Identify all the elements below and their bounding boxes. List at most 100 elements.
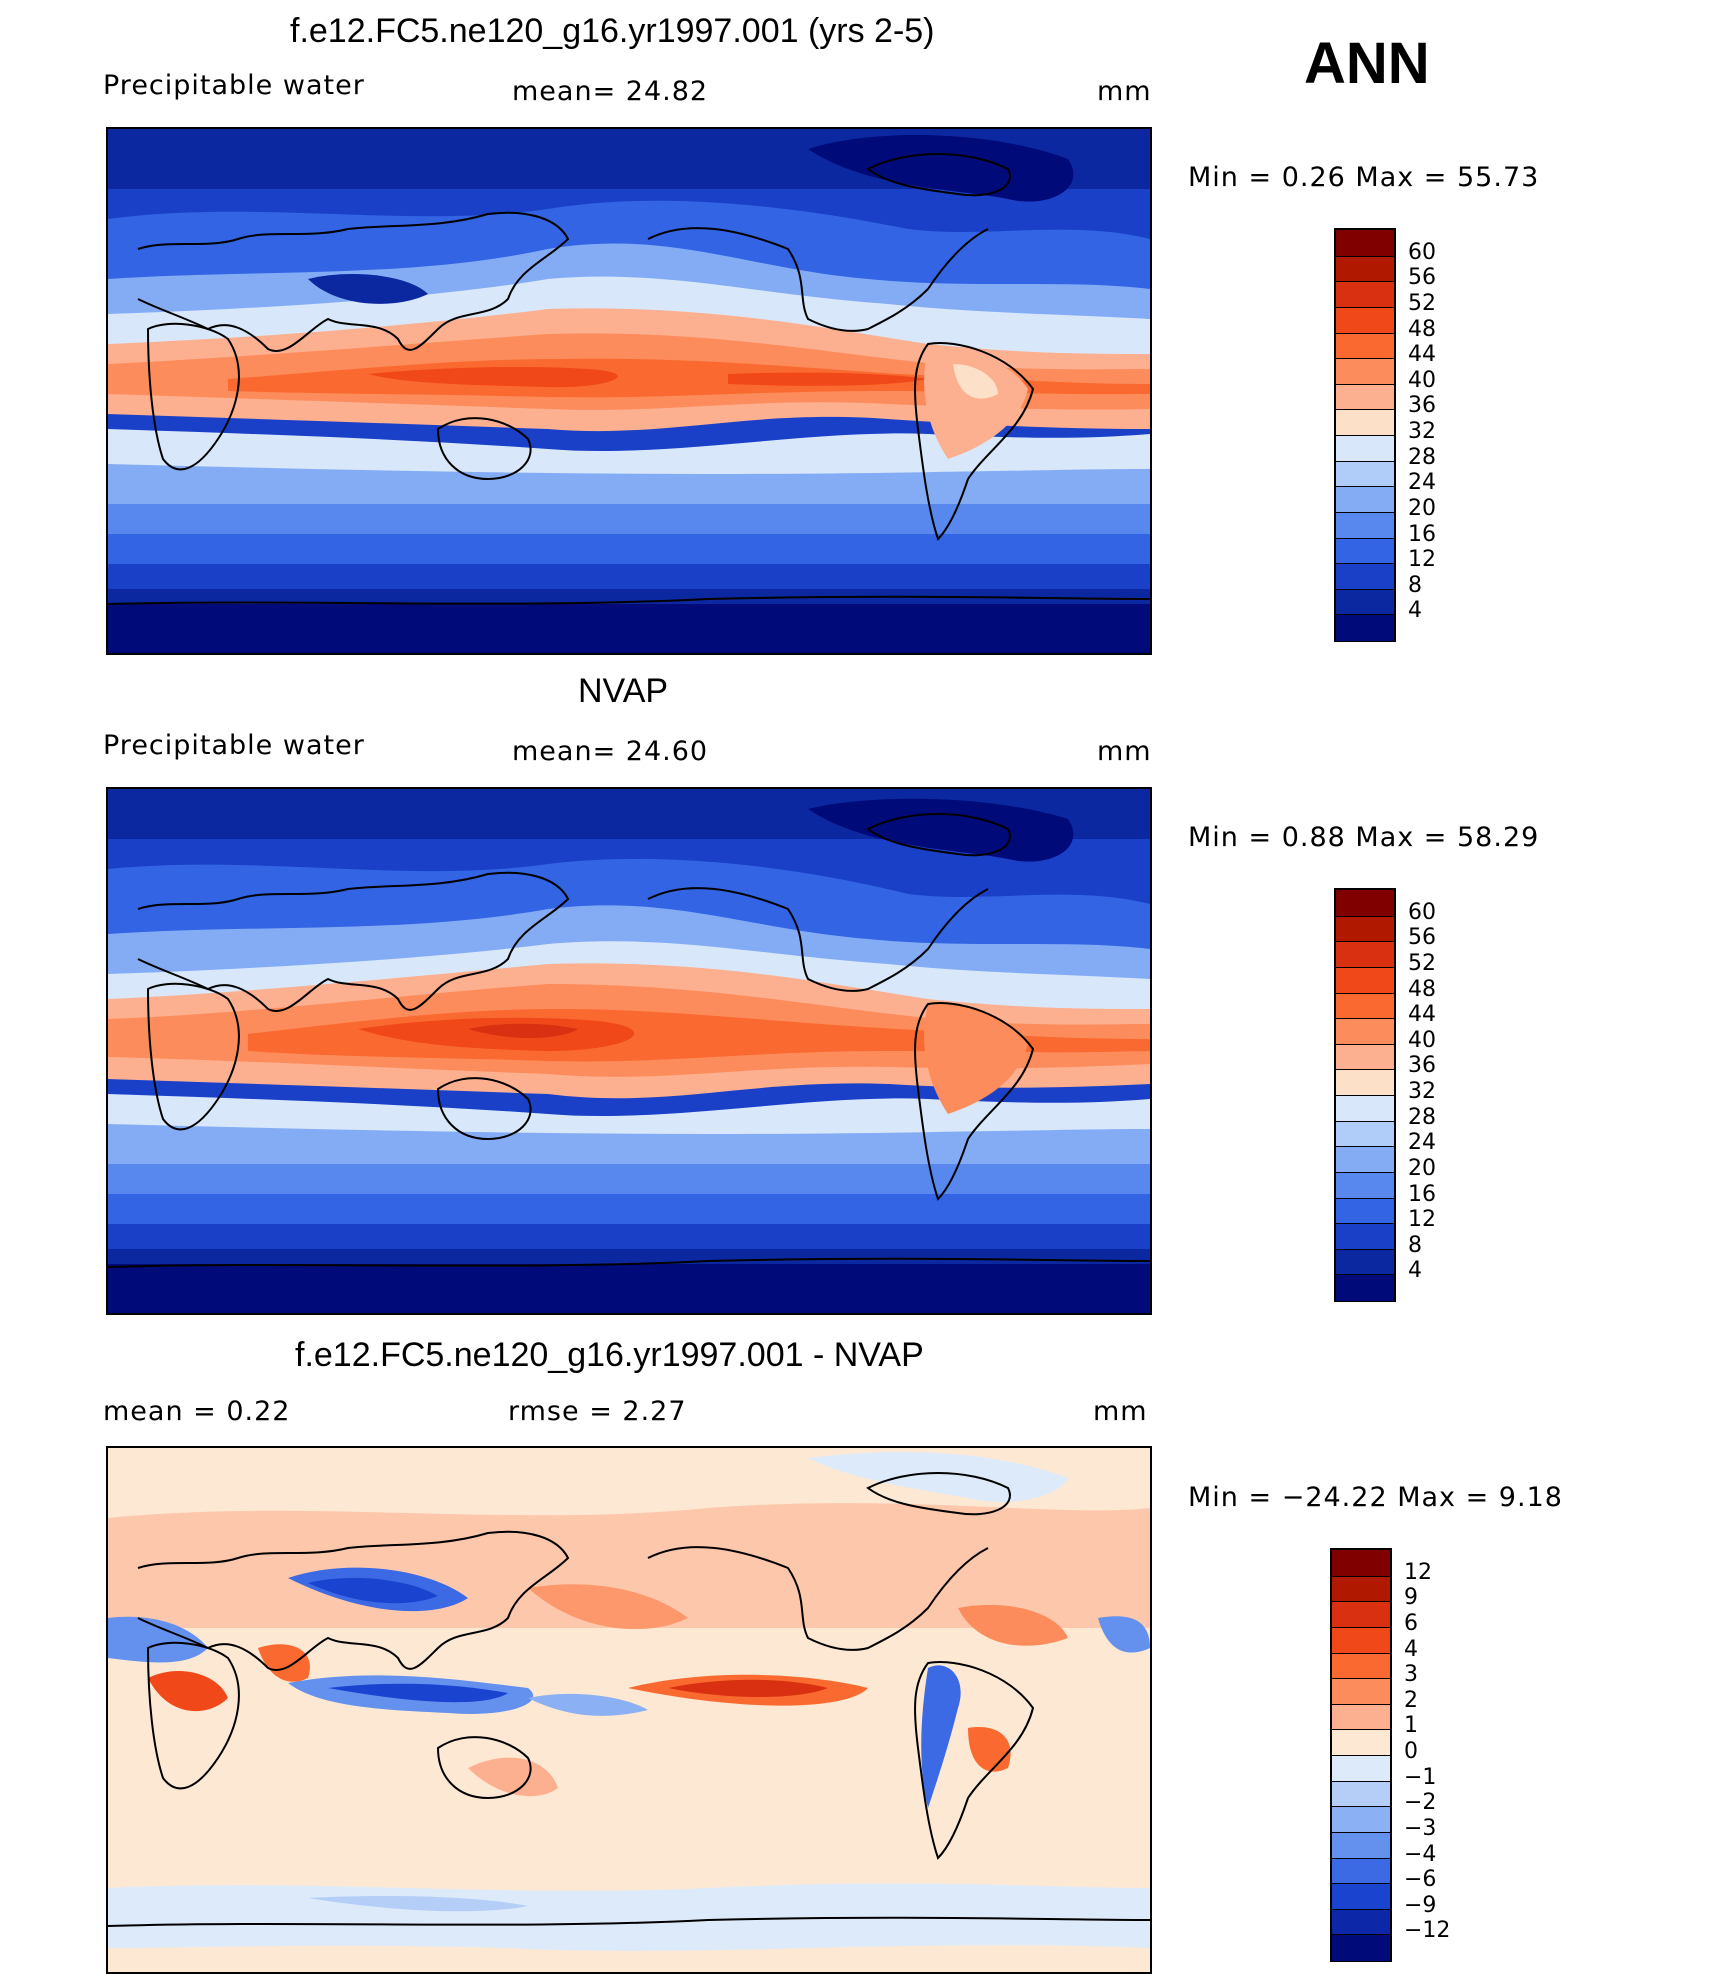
panel-diff-map — [106, 1446, 1152, 1974]
colorbar-swatch — [1332, 1626, 1390, 1654]
colorbar-swatch — [1332, 1575, 1390, 1603]
colorbar-swatch — [1336, 435, 1394, 462]
panel-obs-minmax: Min = 0.88 Max = 58.29 — [1188, 822, 1540, 853]
panel-obs-units: mm — [1097, 736, 1152, 767]
colorbar-swatch — [1336, 588, 1394, 616]
colorbar-swatch — [1332, 1806, 1390, 1833]
colorbar-swatch — [1336, 992, 1394, 1020]
colorbar-swatch — [1336, 563, 1394, 590]
panel-obs-colorbar — [1334, 888, 1396, 1302]
colorbar-tick-label: 16 — [1408, 1181, 1436, 1207]
colorbar-swatch — [1336, 1146, 1394, 1173]
colorbar-tick-label: 12 — [1408, 1207, 1436, 1233]
panel-diff-units: mm — [1093, 1396, 1148, 1427]
colorbar-swatch — [1332, 1780, 1390, 1808]
panel-obs-title: NVAP — [578, 672, 669, 710]
panel-obs-map — [106, 787, 1152, 1315]
colorbar-swatch — [1336, 460, 1394, 488]
colorbar-tick-label: 4 — [1408, 598, 1422, 624]
colorbar-swatch — [1336, 358, 1394, 385]
panel-diff-mean-label: mean = 0.22 — [103, 1396, 291, 1427]
panel-diff-minmax: Min = −24.22 Max = 9.18 — [1188, 1482, 1563, 1513]
colorbar-swatch — [1332, 1550, 1390, 1576]
panel-diff-rmse-label: rmse = 2.27 — [508, 1396, 687, 1427]
colorbar-tick-label: 3 — [1404, 1662, 1418, 1688]
colorbar-tick-label: 20 — [1408, 495, 1436, 521]
panel-model-mean-label: mean= 24.82 — [512, 76, 709, 107]
colorbar-swatch — [1336, 915, 1394, 943]
colorbar-swatch — [1332, 1729, 1390, 1756]
colorbar-swatch — [1332, 1883, 1390, 1910]
colorbar-swatch — [1336, 255, 1394, 283]
colorbar-tick-label: 24 — [1408, 1130, 1436, 1156]
colorbar-tick-label: 8 — [1408, 572, 1422, 598]
colorbar-tick-label: 52 — [1408, 290, 1436, 316]
colorbar-tick-label: 48 — [1408, 316, 1436, 342]
colorbar-swatch — [1336, 1171, 1394, 1199]
colorbar-tick-label: −2 — [1404, 1790, 1437, 1816]
panel-model-colorbar — [1334, 228, 1396, 642]
panel-model-variable-label: Precipitable water — [103, 70, 365, 101]
colorbar-swatch — [1336, 614, 1394, 641]
colorbar-tick-label: 52 — [1408, 950, 1436, 976]
colorbar-swatch — [1336, 383, 1394, 411]
panel-diff-title: f.e12.FC5.ne120_g16.yr1997.001 - NVAP — [295, 1336, 924, 1374]
colorbar-tick-label: 24 — [1408, 470, 1436, 496]
panel-diff-colorbar — [1330, 1548, 1392, 1962]
colorbar-swatch — [1336, 1018, 1394, 1045]
colorbar-tick-label: 4 — [1404, 1636, 1418, 1662]
colorbar-swatch — [1336, 409, 1394, 436]
colorbar-tick-label: 12 — [1404, 1559, 1432, 1585]
colorbar-tick-label: 36 — [1408, 393, 1436, 419]
colorbar-tick-label: 40 — [1408, 367, 1436, 393]
colorbar-swatch — [1336, 537, 1394, 565]
colorbar-swatch — [1332, 1601, 1390, 1628]
panel-model-minmax: Min = 0.26 Max = 55.73 — [1188, 162, 1540, 193]
colorbar-swatch — [1332, 1652, 1390, 1680]
colorbar-tick-label: −9 — [1404, 1892, 1437, 1918]
colorbar-tick-label: 4 — [1408, 1258, 1422, 1284]
colorbar-swatch — [1332, 1703, 1390, 1731]
colorbar-tick-label: 8 — [1408, 1232, 1422, 1258]
panel-model-title: f.e12.FC5.ne120_g16.yr1997.001 (yrs 2-5) — [290, 12, 935, 50]
colorbar-swatch — [1336, 890, 1394, 916]
colorbar-swatch — [1336, 281, 1394, 308]
colorbar-swatch — [1336, 941, 1394, 968]
colorbar-tick-label: 28 — [1408, 444, 1436, 470]
colorbar-swatch — [1336, 1223, 1394, 1250]
colorbar-tick-label: 2 — [1404, 1687, 1418, 1713]
colorbar-swatch — [1336, 1248, 1394, 1276]
colorbar-tick-label: 0 — [1404, 1739, 1418, 1764]
colorbar-tick-label: −4 — [1404, 1841, 1437, 1867]
colorbar-swatch — [1336, 1120, 1394, 1148]
colorbar-swatch — [1336, 511, 1394, 539]
colorbar-tick-label: 32 — [1408, 419, 1436, 444]
colorbar-tick-label: −1 — [1404, 1764, 1437, 1790]
colorbar-tick-label: 60 — [1408, 899, 1436, 925]
colorbar-tick-label: 48 — [1408, 976, 1436, 1002]
colorbar-tick-label: 16 — [1408, 521, 1436, 547]
panel-model-units: mm — [1097, 76, 1152, 107]
colorbar-tick-label: 6 — [1404, 1610, 1418, 1636]
colorbar-swatch — [1336, 1095, 1394, 1122]
colorbar-tick-label: 56 — [1408, 265, 1436, 291]
colorbar-tick-label: −3 — [1404, 1815, 1437, 1841]
season-label: ANN — [1304, 31, 1430, 96]
panel-obs-mean-label: mean= 24.60 — [512, 736, 709, 767]
colorbar-swatch — [1332, 1755, 1390, 1782]
colorbar-swatch — [1332, 1908, 1390, 1936]
colorbar-swatch — [1336, 1274, 1394, 1301]
panel-model-map — [106, 127, 1152, 655]
colorbar-tick-label: 9 — [1404, 1585, 1418, 1611]
colorbar-swatch — [1332, 1857, 1390, 1885]
colorbar-swatch — [1336, 966, 1394, 994]
colorbar-tick-label: 36 — [1408, 1053, 1436, 1079]
colorbar-tick-label: 1 — [1404, 1713, 1418, 1739]
colorbar-swatch — [1336, 486, 1394, 513]
colorbar-tick-label: −6 — [1404, 1867, 1437, 1893]
colorbar-swatch — [1336, 306, 1394, 334]
colorbar-tick-label: 44 — [1408, 342, 1436, 368]
colorbar-tick-label: 20 — [1408, 1155, 1436, 1181]
colorbar-tick-label: 44 — [1408, 1002, 1436, 1028]
colorbar-tick-label: 56 — [1408, 925, 1436, 951]
